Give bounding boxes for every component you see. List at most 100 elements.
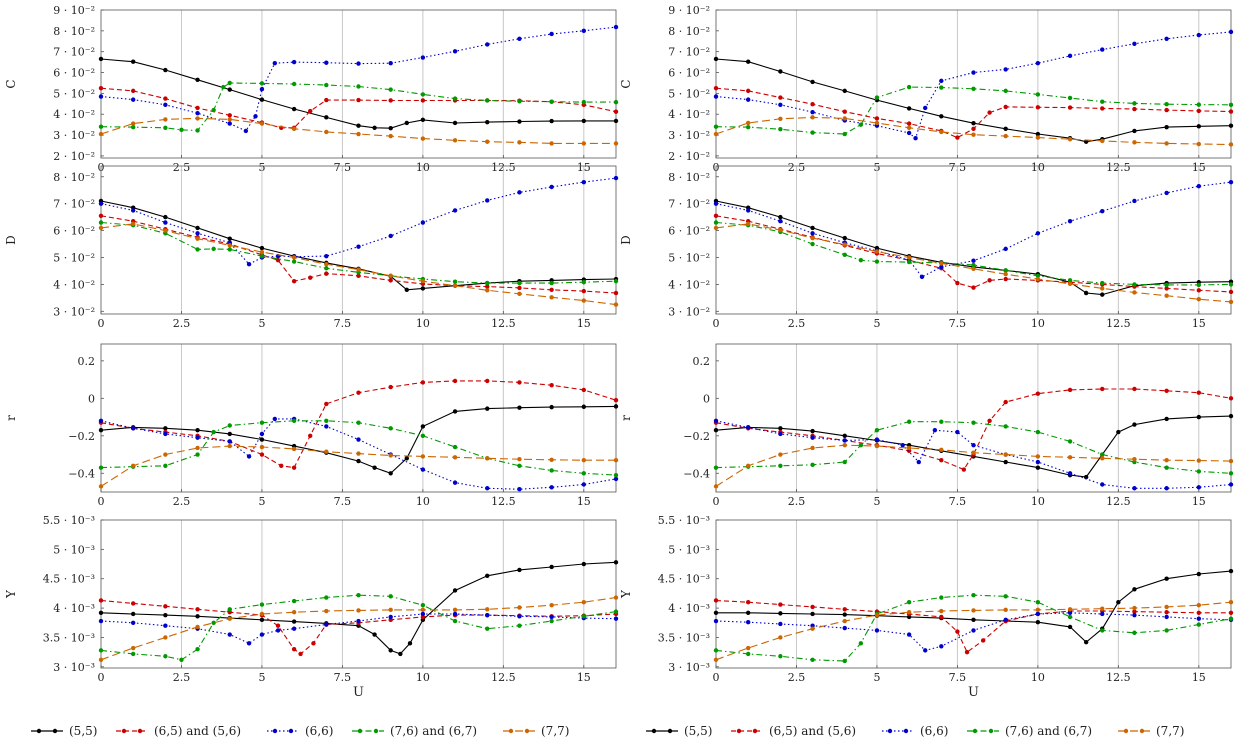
y-tick-label: 3 · 10⁻² (53, 129, 95, 142)
data-point-s66 (613, 616, 619, 621)
data-point-s76 (1035, 600, 1041, 605)
data-point-s65 (980, 638, 986, 643)
data-point-s77 (98, 484, 104, 489)
data-point-s55 (356, 458, 361, 464)
data-point-s77 (485, 456, 490, 461)
data-point-s77 (906, 610, 912, 615)
data-point-s66 (246, 454, 252, 459)
data-point-s65 (906, 121, 912, 126)
data-point-s76 (1035, 429, 1041, 435)
data-point-s55 (452, 409, 458, 414)
data-point-s76 (420, 433, 426, 438)
data-point-s55 (485, 573, 490, 578)
data-point-s77 (1196, 141, 1202, 147)
data-point-s77 (1228, 299, 1234, 305)
data-point-s66 (275, 628, 281, 633)
series-line-s76 (715, 86, 1232, 135)
data-point-s65 (1228, 610, 1234, 615)
data-point-s76 (195, 647, 200, 652)
data-point-s65 (964, 649, 970, 655)
data-point-s77 (291, 126, 297, 132)
data-point-s66 (971, 70, 976, 75)
data-point-s76 (713, 124, 719, 129)
data-point-s55 (398, 651, 403, 657)
data-point-s76 (778, 127, 783, 132)
data-point-s76 (211, 246, 216, 252)
plot-frame (715, 519, 1232, 669)
data-point-s55 (388, 648, 393, 653)
data-point-s66 (745, 619, 751, 625)
data-point-s55 (1100, 292, 1105, 297)
data-point-s76 (485, 98, 490, 103)
data-point-s55 (1228, 568, 1234, 574)
data-point-s77 (939, 261, 944, 266)
legend-swatch-marker (651, 728, 657, 734)
y-tick-label: 3.5 · 10⁻³ (658, 631, 710, 644)
data-point-s76 (98, 648, 104, 653)
data-point-s66 (549, 184, 554, 190)
data-point-s76 (211, 429, 216, 435)
data-point-s55 (1196, 571, 1202, 577)
data-point-s66 (452, 208, 458, 213)
data-point-s77 (713, 657, 719, 662)
data-point-s77 (713, 225, 719, 231)
y-tick-label: −0.2 (683, 430, 710, 443)
data-point-s65 (485, 378, 490, 384)
data-point-s66 (1067, 471, 1073, 476)
data-point-s77 (1228, 142, 1234, 147)
plot-frame (715, 165, 1232, 315)
data-point-s76 (356, 420, 361, 425)
data-point-s77 (874, 120, 880, 126)
y-tick-label: 3 · 10⁻² (53, 305, 95, 318)
data-point-s76 (259, 253, 265, 259)
data-point-s66 (613, 24, 619, 30)
data-point-s66 (259, 632, 265, 637)
data-point-s55 (195, 427, 200, 433)
data-point-s77 (778, 452, 783, 457)
data-point-s66 (810, 435, 815, 440)
data-point-s66 (1132, 486, 1137, 491)
data-point-s66 (745, 208, 751, 213)
y-tick-label: 5 · 10⁻² (53, 251, 95, 264)
legend-label: (6,5) and (5,6) (154, 724, 241, 738)
data-point-s77 (1003, 133, 1008, 139)
y-tick-label: −0.2 (68, 430, 95, 443)
data-point-s65 (581, 288, 587, 294)
data-point-s76 (517, 463, 522, 468)
data-point-s65 (275, 623, 281, 628)
data-point-s65 (1164, 610, 1169, 615)
data-point-s55 (1116, 429, 1121, 435)
data-point-s76 (356, 84, 361, 89)
data-point-s65 (713, 598, 719, 603)
data-point-s66 (243, 128, 249, 134)
data-point-s77 (939, 129, 944, 135)
data-point-s66 (549, 485, 554, 490)
data-point-s76 (1003, 88, 1008, 94)
x-tick-label: 7.5 (334, 671, 352, 684)
data-point-s65 (356, 273, 361, 278)
data-point-s76 (388, 426, 393, 431)
data-point-s55 (227, 87, 232, 92)
data-point-s55 (713, 56, 719, 62)
data-point-s55 (581, 118, 587, 124)
data-point-s66 (517, 36, 522, 41)
data-point-s76 (98, 465, 104, 470)
data-point-s66 (1035, 231, 1041, 236)
data-point-s66 (98, 94, 104, 99)
x-tick-label: 7.5 (949, 495, 967, 508)
data-point-s65 (810, 604, 815, 610)
x-axis-label: U (353, 685, 364, 700)
data-point-s76 (227, 607, 232, 612)
x-tick-label: 15 (577, 317, 591, 330)
data-point-s76 (163, 125, 168, 130)
data-point-s66 (356, 61, 361, 66)
legend-swatch-marker (121, 728, 127, 734)
y-tick-label: 8 · 10⁻² (53, 171, 95, 184)
series-line-s77 (715, 116, 1232, 146)
data-point-s66 (1228, 29, 1234, 35)
data-point-s76 (221, 84, 226, 90)
data-point-s76 (195, 128, 200, 133)
data-point-s77 (485, 607, 490, 612)
data-point-s66 (713, 201, 719, 206)
data-point-s66 (356, 437, 361, 442)
